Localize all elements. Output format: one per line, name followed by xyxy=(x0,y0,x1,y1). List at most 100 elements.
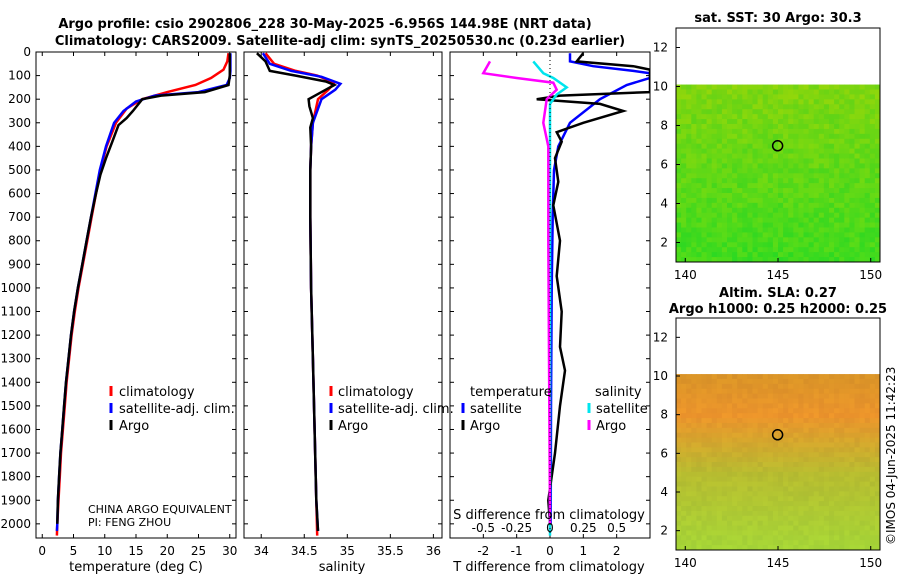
map-cell xyxy=(783,452,789,458)
map-cell xyxy=(854,520,861,527)
map-cell xyxy=(721,257,728,263)
y-tick-label: 800 xyxy=(8,234,31,248)
map-cell xyxy=(844,143,850,150)
map-cell xyxy=(772,496,779,502)
map-cell xyxy=(762,227,769,233)
map-cell xyxy=(839,540,845,546)
map-cell xyxy=(686,491,692,497)
map-cell xyxy=(844,163,850,169)
map-cell xyxy=(752,398,759,404)
map-cell xyxy=(798,447,804,453)
map-cell xyxy=(839,398,845,404)
map-cell xyxy=(757,452,764,458)
map-cell xyxy=(798,183,804,189)
map-cell xyxy=(737,257,743,263)
map-cell xyxy=(778,481,784,487)
map-cell xyxy=(874,163,881,169)
map-cell xyxy=(757,247,764,253)
map-cell xyxy=(757,217,764,224)
map-cell xyxy=(696,227,702,233)
map-cell xyxy=(676,158,682,164)
map-cell xyxy=(793,447,799,453)
map-cell xyxy=(803,143,810,150)
map-cell xyxy=(783,520,789,527)
map-cell xyxy=(686,462,692,468)
map-cell xyxy=(783,84,789,90)
map-cell xyxy=(783,178,789,184)
map-cell xyxy=(686,496,692,502)
map-cell xyxy=(762,109,769,115)
map-cell xyxy=(823,374,830,380)
map-cell xyxy=(762,471,769,478)
map-cell xyxy=(823,227,830,233)
map-cell xyxy=(859,437,866,443)
map-cell xyxy=(859,422,866,429)
y-tick-label: 2000 xyxy=(0,517,31,531)
map-cell xyxy=(798,99,804,105)
map-cell xyxy=(798,471,804,478)
map-cell xyxy=(808,123,815,130)
map-cell xyxy=(813,123,820,130)
map-cell xyxy=(808,393,815,399)
map-cell xyxy=(808,84,815,90)
map-cell xyxy=(844,545,850,551)
map-cell xyxy=(859,413,866,419)
map-cell xyxy=(772,374,779,380)
map-cell xyxy=(767,422,774,429)
map-cell xyxy=(793,510,799,517)
map-cell xyxy=(823,457,830,463)
map-cell xyxy=(767,237,774,243)
map-cell xyxy=(762,232,769,238)
map-cell xyxy=(803,462,810,468)
map-cell xyxy=(732,506,738,512)
map-cell xyxy=(834,212,840,219)
map-cell xyxy=(732,535,738,541)
map-cell xyxy=(859,183,866,189)
map-cell xyxy=(747,232,753,238)
map-cell xyxy=(676,374,682,380)
map-cell xyxy=(859,123,866,130)
map-cell xyxy=(778,491,784,497)
map-cell xyxy=(864,525,871,531)
map-cell xyxy=(869,545,876,551)
map-cell xyxy=(859,545,866,551)
map-cell xyxy=(839,515,845,522)
map-cell xyxy=(752,257,759,263)
map-cell xyxy=(681,247,687,253)
temperature-plot: 0100200300400500600700800900100011001200… xyxy=(0,45,237,558)
map-cell xyxy=(854,143,861,150)
map-cell xyxy=(711,222,718,228)
map-cell xyxy=(823,242,830,248)
x-tick-label: 34.5 xyxy=(291,544,318,558)
map-cell xyxy=(721,109,728,115)
map-cell xyxy=(874,525,881,531)
map-cell xyxy=(849,520,855,527)
map-cell xyxy=(752,540,759,546)
map-cell xyxy=(788,422,794,429)
map-cell xyxy=(772,442,779,448)
map-cell xyxy=(803,123,810,130)
map-cell xyxy=(752,197,759,204)
map-cell xyxy=(844,432,850,439)
map-cell xyxy=(757,212,764,219)
x-tick-label: 1 xyxy=(580,544,588,558)
map-cell xyxy=(762,520,769,527)
map-cell xyxy=(803,476,810,483)
map-cell xyxy=(747,222,753,228)
map-cell xyxy=(803,466,810,473)
map-cell xyxy=(716,520,723,527)
map-cell xyxy=(742,192,748,199)
map-cell xyxy=(716,510,723,517)
map-cell xyxy=(854,173,861,179)
map-cell xyxy=(808,525,815,531)
map-cell xyxy=(849,540,855,546)
map-cell xyxy=(834,133,840,140)
map-cell xyxy=(798,114,804,120)
map-cell xyxy=(844,457,850,463)
map-cell xyxy=(829,257,835,263)
map-cell xyxy=(859,207,866,214)
map-cell xyxy=(808,232,815,238)
map-cell xyxy=(849,545,855,551)
map-cell xyxy=(727,252,733,258)
map-cell xyxy=(737,192,743,199)
